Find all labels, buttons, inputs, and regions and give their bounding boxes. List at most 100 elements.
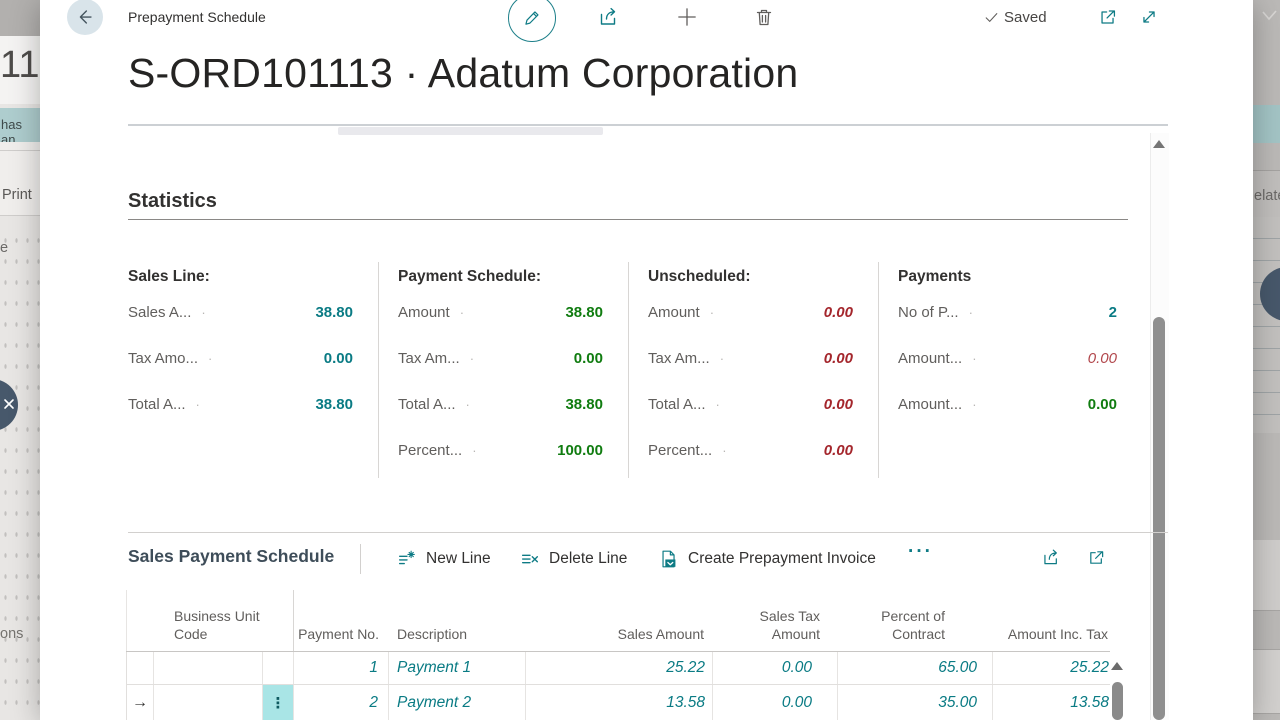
row-selector-cell[interactable] <box>127 652 154 684</box>
title-divider <box>128 124 1168 126</box>
scroll-up-arrow[interactable] <box>1153 140 1165 148</box>
column-sales-amount[interactable]: Sales Amount <box>617 625 704 642</box>
table-scrollbar-thumb[interactable] <box>1112 682 1123 720</box>
column-amount-inc-tax[interactable]: Amount Inc. Tax <box>1007 625 1108 642</box>
payment-no-cell[interactable]: 2 <box>294 685 389 720</box>
stat-value[interactable]: 38.80 <box>315 396 353 413</box>
divider <box>0 215 40 216</box>
column-sales-tax-amount[interactable]: Sales Tax Amount <box>759 607 820 642</box>
plus-icon <box>678 8 696 26</box>
edit-button[interactable] <box>508 0 556 42</box>
background-fab-left <box>0 379 18 431</box>
create-prepayment-invoice-button[interactable]: Create Prepayment Invoice <box>658 545 876 573</box>
new-button[interactable] <box>674 4 700 30</box>
column-payment-no[interactable]: Payment No. <box>298 625 379 642</box>
percent-of-contract-cell[interactable]: 65.00 <box>838 652 993 684</box>
delete-line-button[interactable]: Delete Line <box>519 545 627 573</box>
description-cell[interactable]: Payment 1 <box>389 652 526 684</box>
business-unit-code-cell[interactable] <box>154 652 263 684</box>
stat-value[interactable]: 0.00 <box>323 350 353 367</box>
column-business-unit-code[interactable]: Business Unit Code <box>174 607 260 642</box>
back-button[interactable] <box>67 0 103 35</box>
leader-dot: · <box>722 443 727 458</box>
close-icon <box>4 399 14 409</box>
sales-amount-cell[interactable]: 25.22 <box>526 652 713 684</box>
stat-value[interactable]: 38.80 <box>565 304 603 321</box>
description-cell[interactable]: Payment 2 <box>389 685 526 720</box>
title-hscrollbar-thumb[interactable] <box>338 127 603 135</box>
business-unit-code-cell[interactable] <box>154 685 263 720</box>
table-row-selected[interactable]: → ⋮ 2 Payment 2 13.58 0.00 35.00 13.58 <box>126 685 1110 720</box>
leader-dot: · <box>968 305 973 320</box>
schedule-share-button[interactable] <box>1041 547 1062 568</box>
resize-dialog-button[interactable] <box>1138 6 1160 28</box>
check-icon <box>985 13 998 23</box>
background-ribbon-right: elate <box>1253 170 1280 217</box>
dialog-scrollbar-thumb[interactable] <box>1153 317 1165 720</box>
background-ribbon: Print <box>0 142 40 215</box>
sales-tax-amount-cell[interactable]: 0.00 <box>713 685 838 720</box>
divider <box>378 262 379 478</box>
more-options-button[interactable]: ··· <box>908 541 933 562</box>
divider <box>628 262 629 478</box>
stat-value[interactable]: 0.00 <box>823 442 853 459</box>
amount-inc-tax-cell[interactable]: 13.58 <box>1070 694 1109 711</box>
stat-row: Total A... · 0.00 <box>648 396 853 413</box>
row-selector-cell[interactable]: → <box>127 685 154 720</box>
stat-value[interactable]: 0.00 <box>1087 350 1117 367</box>
statistics-heading: Statistics <box>128 190 217 212</box>
stat-value[interactable]: 0.00 <box>823 304 853 321</box>
share-button[interactable] <box>597 5 621 29</box>
stat-label: Percent... <box>398 442 463 459</box>
stat-label: Tax Am... <box>648 350 710 367</box>
stat-value[interactable]: 100.00 <box>557 442 603 459</box>
sales-tax-amount-cell[interactable]: 0.00 <box>713 652 838 684</box>
leader-dot: · <box>472 443 477 458</box>
stat-label: Tax Amo... <box>128 350 199 367</box>
delete-button[interactable] <box>752 5 776 29</box>
stat-value[interactable]: 0.00 <box>1087 396 1117 413</box>
stat-group-payments: Payments No of P... · 2 Amount... · 0.00… <box>898 268 1117 442</box>
chevron-down-icon <box>1262 10 1277 21</box>
background-print-fragment: Print <box>2 187 32 203</box>
table-header-divider <box>126 651 1110 652</box>
sales-amount-cell[interactable]: 13.58 <box>526 685 713 720</box>
column-percent-of-contract[interactable]: Percent of Contract <box>881 607 945 642</box>
table-row[interactable]: 1 Payment 1 25.22 0.00 65.00 25.22 <box>126 652 1110 685</box>
stat-group-title: Payments <box>898 268 972 285</box>
new-line-button[interactable]: New Line <box>396 545 491 573</box>
save-status-label: Saved <box>1004 9 1047 26</box>
row-menu-cell[interactable] <box>263 652 294 684</box>
divider <box>1253 713 1280 714</box>
record-title: S-ORD101113 · Adatum Corporation <box>128 50 799 96</box>
open-in-window-button[interactable] <box>1097 6 1119 28</box>
save-status: Saved <box>983 9 1047 26</box>
row-menu-button[interactable]: ⋮ <box>263 685 294 720</box>
stat-label: Amount... <box>898 350 963 367</box>
stat-value[interactable]: 2 <box>1108 304 1117 321</box>
leader-dot: · <box>195 397 200 412</box>
stat-value[interactable]: 0.00 <box>823 396 853 413</box>
table-scroll-up-arrow[interactable] <box>1111 662 1123 670</box>
stat-row: Amount · 38.80 <box>398 304 603 321</box>
stat-row: Total A... · 38.80 <box>398 396 603 413</box>
column-description[interactable]: Description <box>397 625 468 642</box>
stat-label: Total A... <box>128 396 186 413</box>
stat-value[interactable]: 38.80 <box>315 304 353 321</box>
background-band <box>1253 540 1280 610</box>
percent-of-contract-cell[interactable]: 35.00 <box>838 685 993 720</box>
schedule-popout-button[interactable] <box>1086 547 1107 568</box>
stat-value[interactable]: 38.80 <box>565 396 603 413</box>
background-bottom-fragment: ons <box>0 626 24 642</box>
amount-inc-tax-cell[interactable]: 25.22 <box>1070 659 1109 676</box>
stat-group-title: Payment Schedule: <box>398 268 541 285</box>
stat-value[interactable]: 0.00 <box>823 350 853 367</box>
popout-icon <box>1090 551 1104 564</box>
stat-row: Tax Am... · 0.00 <box>398 350 603 367</box>
payment-no-cell[interactable]: 1 <box>294 652 389 684</box>
delete-line-icon <box>521 554 539 564</box>
stat-value[interactable]: 0.00 <box>573 350 603 367</box>
table-header-row: Business Unit Code Payment No. Descripti… <box>126 590 1110 652</box>
new-line-icon <box>398 550 415 565</box>
stat-group-title: Sales Line: <box>128 268 210 285</box>
